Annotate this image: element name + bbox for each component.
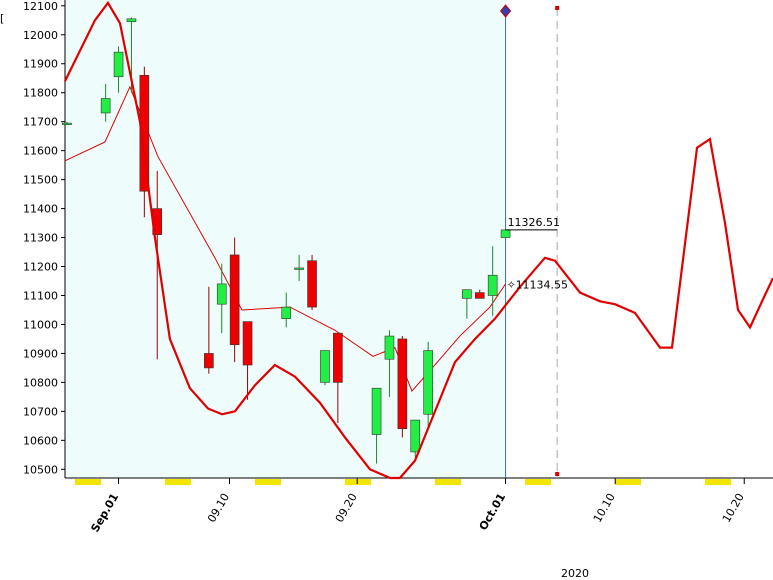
corner-mark: [ [0, 12, 4, 25]
current-marker [499, 4, 512, 18]
candle-body [113, 51, 124, 78]
y-tick-label: 10700 [23, 405, 58, 418]
candle-body [487, 274, 498, 296]
x-tick-label: 10.20 [720, 491, 747, 525]
candle-body [423, 350, 433, 415]
x-tick-label: Sep.01 [89, 491, 122, 535]
forecast-end-marker [555, 6, 560, 10]
y-tick-label: 11000 [23, 318, 58, 331]
candle-body [397, 338, 408, 430]
weekend-marker [525, 479, 551, 485]
y-tick-label: 11400 [23, 203, 58, 216]
weekend-marker [255, 479, 281, 485]
candle-body [126, 18, 137, 23]
candle-body [462, 289, 472, 299]
y-tick-label: 10900 [23, 347, 58, 360]
y-tick-label: 11100 [23, 289, 58, 302]
weekend-marker [165, 479, 191, 485]
y-tick-label: 10600 [23, 434, 58, 447]
x-tick-label: 09.20 [333, 491, 360, 525]
forecast-end-marker [555, 472, 560, 476]
weekend-marker [345, 479, 371, 485]
y-tick-label: 11700 [23, 116, 58, 129]
y-tick-label: 10500 [23, 463, 58, 476]
candle-body [229, 254, 240, 346]
candle-body [216, 283, 227, 305]
candle-body [320, 350, 330, 383]
candle-body [242, 321, 253, 366]
candle-body [281, 306, 292, 319]
y-tick-label: 11900 [23, 58, 58, 71]
candle-body [204, 353, 214, 369]
forecast-line [64, 0, 773, 480]
candle-body [62, 122, 72, 125]
y-tick-label: 11300 [23, 232, 58, 245]
y-tick-label: 12000 [23, 29, 58, 42]
candle-body [410, 419, 421, 453]
candle-body [333, 332, 343, 383]
candle-body [294, 267, 304, 270]
y-tick-label: 10800 [23, 376, 58, 389]
candle-body [474, 292, 485, 299]
y-tick-label: 11800 [23, 87, 58, 100]
candle-body [307, 260, 317, 308]
x-tick-label: 10.10 [591, 491, 618, 525]
y-tick-label: 11200 [23, 261, 58, 274]
weekend-marker [705, 479, 731, 485]
price-label: 11326.51 [508, 216, 561, 229]
year-label: 2020 [561, 567, 589, 580]
weekend-marker [615, 479, 641, 485]
average-line [64, 85, 506, 393]
candle-body [500, 229, 511, 238]
y-tick-label: 11500 [23, 174, 58, 187]
x-tick-label: 09.10 [205, 491, 232, 525]
candle-body [384, 335, 395, 360]
weekend-marker [435, 479, 461, 485]
candle-body [100, 98, 111, 114]
x-tick-label: Oct.01 [477, 491, 509, 533]
y-tick-label: 11600 [23, 145, 58, 158]
weekend-marker [75, 479, 101, 485]
candle-body [139, 75, 150, 192]
y-tick-label: 12100 [23, 0, 58, 13]
price-marker: ✧ [507, 278, 516, 291]
price-label: 11134.55 [516, 278, 569, 291]
candle-body [371, 387, 382, 435]
